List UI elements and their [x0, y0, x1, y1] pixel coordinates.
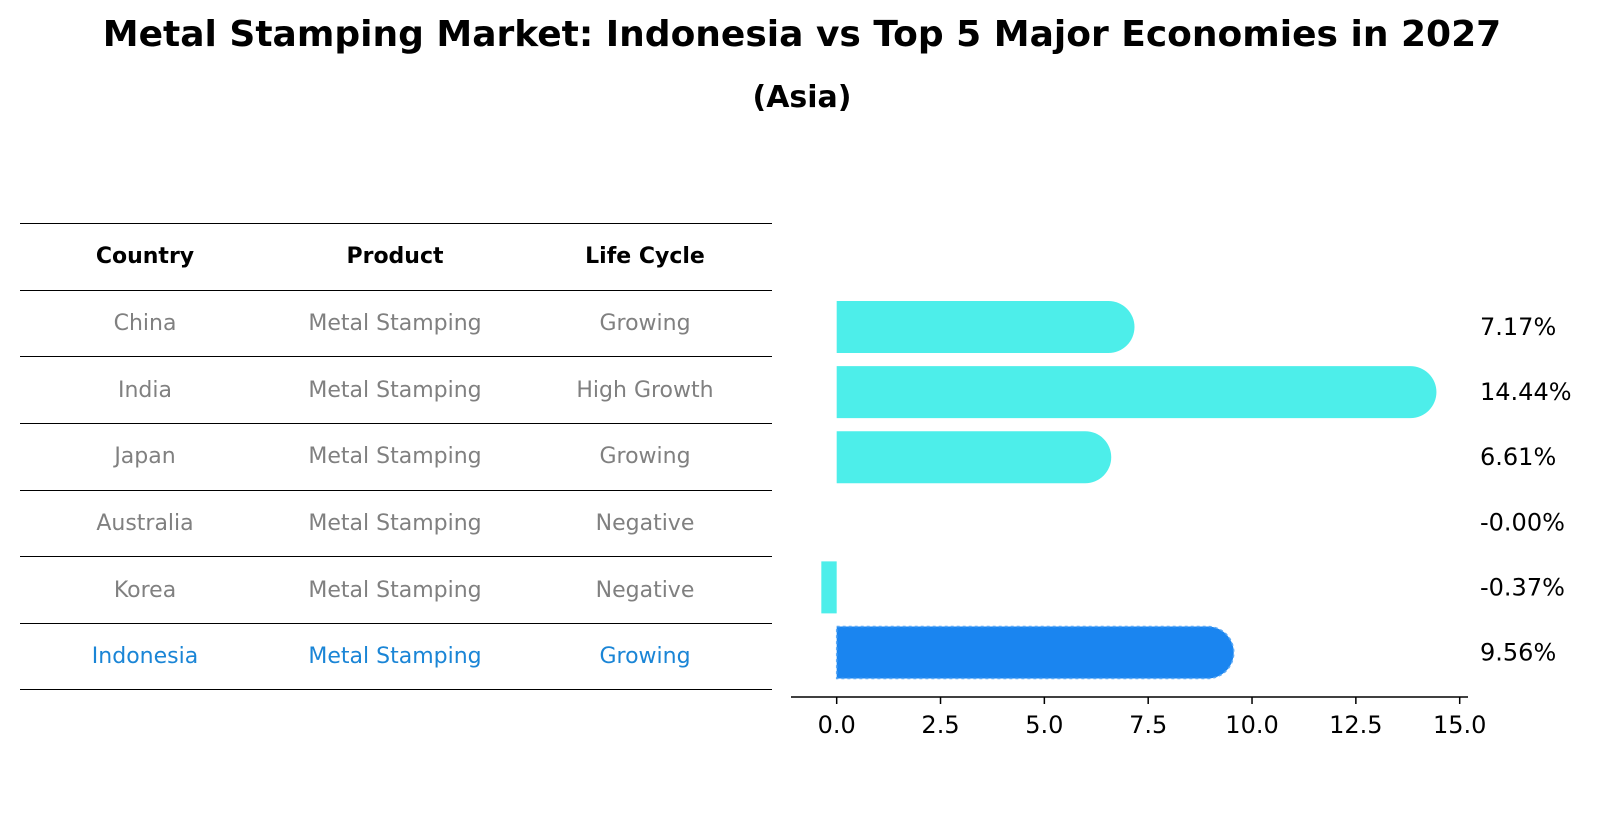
product-cell: Metal Stamping — [308, 444, 482, 470]
table-row: Japan Metal Stamping Growing — [20, 423, 772, 490]
life-cycle-cell: Negative — [595, 577, 695, 603]
table-row-highlighted: Indonesia Metal Stamping Growing — [20, 623, 772, 690]
value-label-japan: 6.61% — [1480, 443, 1556, 471]
country-cell: Korea — [113, 577, 177, 603]
product-cell: Metal Stamping — [308, 643, 482, 669]
table-row: India Metal Stamping High Growth — [20, 356, 772, 423]
x-axis: 0.0 2.5 5.0 7.5 10.0 12.5 15.0 — [791, 696, 1486, 739]
x-tick-label: 2.5 — [921, 711, 959, 739]
header-life-cycle: Life Cycle — [585, 244, 705, 270]
x-tick-label: 15.0 — [1433, 711, 1486, 739]
product-cell: Metal Stamping — [308, 311, 482, 337]
product-cell: Metal Stamping — [308, 577, 482, 603]
value-label-china: 7.17% — [1480, 313, 1556, 341]
country-cell: India — [118, 377, 172, 403]
country-cell: Indonesia — [91, 643, 199, 669]
x-tick-label: 5.0 — [1025, 711, 1063, 739]
bars-group — [821, 301, 1437, 680]
product-cell: Metal Stamping — [308, 511, 482, 537]
table-row: China Metal Stamping Growing — [20, 289, 772, 357]
value-label-indonesia: 9.56% — [1480, 639, 1556, 667]
country-cell: China — [113, 311, 177, 337]
life-cycle-cell: High Growth — [576, 377, 714, 403]
country-table: Country Product Life Cycle China Metal S… — [20, 223, 772, 690]
value-label-india: 14.44% — [1480, 378, 1572, 406]
header-country: Country — [95, 244, 195, 270]
bar-japan — [836, 431, 1112, 484]
product-cell: Metal Stamping — [308, 377, 482, 403]
chart-title: Metal Stamping Market: Indonesia vs Top … — [102, 14, 1502, 55]
bar-indonesia — [835, 625, 1235, 680]
table-row: Australia Metal Stamping Negative — [20, 489, 772, 557]
chart-subtitle: (Asia) — [752, 80, 852, 115]
life-cycle-cell: Growing — [599, 311, 691, 337]
table-row: Korea Metal Stamping Negative — [20, 556, 772, 623]
value-labels-group: 7.17% 14.44% 6.61% -0.00% -0.37% 9.56% — [1480, 313, 1572, 667]
country-cell: Japan — [114, 444, 176, 470]
table-header-row: Country Product Life Cycle — [20, 223, 772, 290]
life-cycle-cell: Growing — [599, 444, 691, 470]
bar-korea — [821, 561, 837, 614]
life-cycle-cell: Negative — [595, 511, 695, 537]
life-cycle-cell: Growing — [599, 643, 691, 669]
x-tick-label: 12.5 — [1329, 711, 1382, 739]
x-tick-label: 7.5 — [1129, 711, 1167, 739]
country-cell: Australia — [96, 511, 194, 537]
value-label-korea: -0.37% — [1480, 573, 1565, 601]
x-tick-label: 0.0 — [818, 711, 856, 739]
x-tick-label: 10.0 — [1225, 711, 1278, 739]
bar-india — [836, 366, 1437, 419]
header-product: Product — [346, 244, 444, 270]
bar-china — [836, 301, 1135, 353]
value-label-australia: -0.00% — [1480, 508, 1565, 536]
